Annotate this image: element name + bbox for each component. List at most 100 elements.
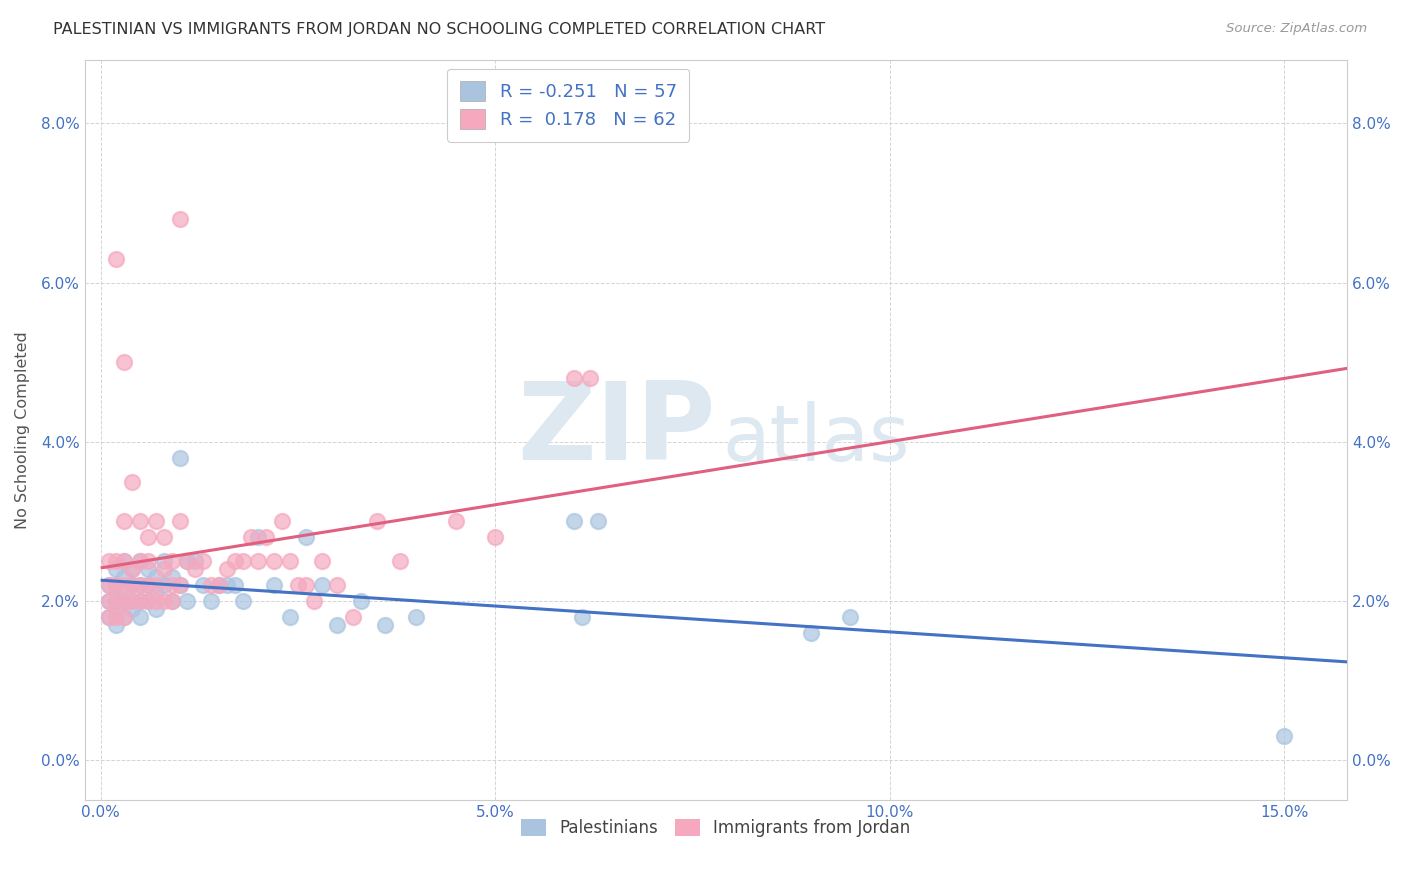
Point: [112, 586, 135, 600]
Point: [562, 371, 585, 385]
Point: [112, 515, 135, 529]
Point: [121, 578, 143, 592]
Point: [169, 211, 191, 226]
Point: [129, 610, 152, 624]
Point: [105, 562, 128, 576]
Point: [169, 578, 191, 592]
Point: [247, 554, 270, 568]
Point: [278, 610, 301, 624]
Legend: Palestinians, Immigrants from Jordan: Palestinians, Immigrants from Jordan: [513, 810, 920, 846]
Point: [160, 594, 183, 608]
Point: [800, 626, 823, 640]
Point: [97, 554, 120, 568]
Point: [105, 594, 128, 608]
Point: [215, 578, 238, 592]
Point: [145, 586, 167, 600]
Point: [271, 515, 294, 529]
Point: [444, 515, 467, 529]
Point: [97, 594, 120, 608]
Point: [169, 450, 191, 465]
Point: [105, 252, 128, 266]
Point: [176, 554, 198, 568]
Point: [105, 618, 128, 632]
Text: PALESTINIAN VS IMMIGRANTS FROM JORDAN NO SCHOOLING COMPLETED CORRELATION CHART: PALESTINIAN VS IMMIGRANTS FROM JORDAN NO…: [53, 22, 825, 37]
Point: [562, 515, 585, 529]
Point: [239, 530, 262, 544]
Point: [121, 594, 143, 608]
Point: [232, 594, 254, 608]
Point: [366, 515, 388, 529]
Point: [152, 554, 174, 568]
Point: [112, 578, 135, 592]
Point: [152, 562, 174, 576]
Point: [112, 594, 135, 608]
Point: [215, 562, 238, 576]
Point: [145, 515, 167, 529]
Point: [129, 594, 152, 608]
Point: [374, 618, 396, 632]
Point: [224, 578, 246, 592]
Point: [136, 594, 159, 608]
Point: [200, 594, 222, 608]
Point: [571, 610, 593, 624]
Point: [152, 594, 174, 608]
Point: [112, 610, 135, 624]
Point: [129, 578, 152, 592]
Point: [169, 578, 191, 592]
Point: [105, 554, 128, 568]
Point: [350, 594, 373, 608]
Point: [129, 594, 152, 608]
Point: [160, 594, 183, 608]
Point: [121, 594, 143, 608]
Point: [294, 530, 316, 544]
Point: [311, 578, 333, 592]
Point: [232, 554, 254, 568]
Point: [184, 554, 207, 568]
Point: [208, 578, 231, 592]
Point: [105, 610, 128, 624]
Point: [287, 578, 309, 592]
Point: [129, 515, 152, 529]
Point: [342, 610, 364, 624]
Point: [193, 578, 215, 592]
Point: [176, 594, 198, 608]
Point: [136, 578, 159, 592]
Point: [121, 578, 143, 592]
Point: [160, 554, 183, 568]
Point: [129, 554, 152, 568]
Point: [136, 554, 159, 568]
Point: [112, 554, 135, 568]
Point: [176, 554, 198, 568]
Point: [247, 530, 270, 544]
Point: [145, 594, 167, 608]
Point: [152, 530, 174, 544]
Point: [294, 578, 316, 592]
Point: [326, 578, 349, 592]
Point: [263, 554, 285, 568]
Point: [263, 578, 285, 592]
Point: [160, 578, 183, 592]
Text: ZIP: ZIP: [517, 377, 716, 483]
Point: [152, 578, 174, 592]
Y-axis label: No Schooling Completed: No Schooling Completed: [15, 331, 30, 529]
Point: [97, 594, 120, 608]
Point: [97, 610, 120, 624]
Point: [121, 562, 143, 576]
Point: [145, 602, 167, 616]
Point: [193, 554, 215, 568]
Point: [389, 554, 412, 568]
Point: [405, 610, 427, 624]
Point: [160, 570, 183, 584]
Point: [145, 578, 167, 592]
Point: [578, 371, 600, 385]
Point: [105, 578, 128, 592]
Point: [145, 570, 167, 584]
Point: [112, 570, 135, 584]
Point: [129, 554, 152, 568]
Point: [224, 554, 246, 568]
Point: [97, 578, 120, 592]
Point: [169, 515, 191, 529]
Point: [97, 578, 120, 592]
Point: [136, 562, 159, 576]
Point: [105, 594, 128, 608]
